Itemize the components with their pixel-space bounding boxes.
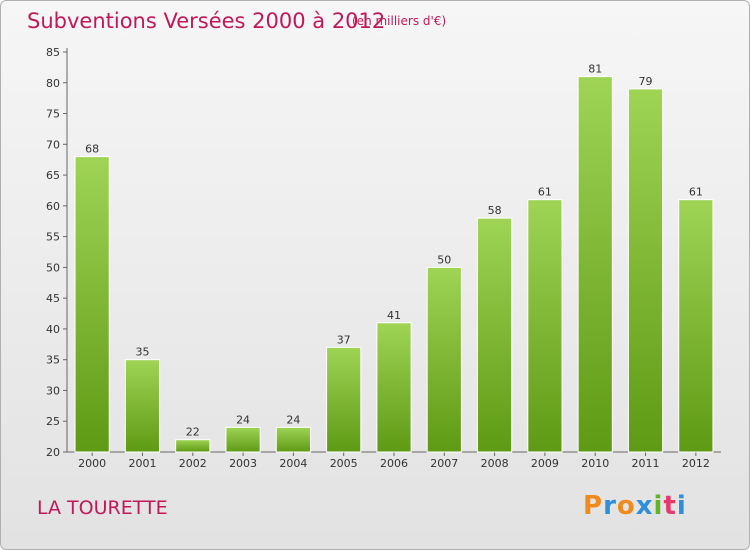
y-tick-label: 50: [46, 261, 60, 274]
logo-letter: i: [653, 491, 664, 521]
x-tick-label: 2002: [179, 457, 207, 470]
x-tick-label: 2000: [78, 457, 106, 470]
y-tick-label: 55: [46, 231, 60, 244]
bar-2010: [577, 76, 613, 453]
y-tick-label: 20: [46, 446, 60, 459]
place-name: LA TOURETTE: [37, 497, 168, 519]
y-tick-label: 85: [46, 46, 60, 59]
value-label-2001: 35: [135, 346, 149, 359]
value-label-2010: 81: [588, 63, 602, 76]
y-tick-label: 65: [46, 169, 60, 182]
logo-letter: P: [583, 491, 604, 521]
logo-letter: x: [635, 491, 654, 521]
y-tick-label: 35: [46, 354, 60, 367]
logo-letter: r: [603, 491, 617, 521]
value-labels: 68 35 22 24 24 37 41 50 58 61 81 79 61: [85, 63, 703, 439]
bar-2003: [225, 426, 261, 453]
bar-2004: [275, 426, 311, 453]
y-tick-label: 40: [46, 323, 60, 336]
bar-2012: [678, 199, 714, 453]
bar-2007: [426, 266, 462, 453]
value-label-2005: 37: [337, 333, 351, 346]
bar-2009: [527, 199, 563, 453]
logo-letter: o: [616, 491, 636, 521]
bar-2001: [124, 359, 161, 453]
bar-2006: [376, 322, 412, 453]
bar-2000: [74, 156, 110, 453]
x-tick-label: 2012: [682, 457, 710, 470]
value-label-2007: 50: [437, 253, 451, 266]
x-tick-label: 2007: [430, 457, 458, 470]
y-tick-label: 75: [46, 108, 60, 121]
logo-letter: t: [663, 491, 677, 521]
value-label-2006: 41: [387, 309, 401, 322]
x-tick-label: 2006: [380, 457, 408, 470]
y-axis: 20 25 30 35 40 45 50 55 60 65 70 75 80 85: [46, 46, 68, 459]
bar-2005: [326, 346, 362, 453]
x-tick-label: 2003: [229, 457, 257, 470]
y-tick-label: 70: [46, 138, 60, 151]
value-label-2008: 58: [488, 204, 502, 217]
proxiti-logo: Proxiti: [583, 491, 687, 521]
x-tick-label: 2001: [128, 457, 156, 470]
bar-2002: [175, 439, 211, 453]
value-label-2012: 61: [689, 186, 703, 199]
x-tick-label: 2004: [279, 457, 307, 470]
chart-subtitle: (en milliers d'€): [352, 14, 447, 28]
x-tick-label: 2010: [581, 457, 609, 470]
value-label-2009: 61: [538, 186, 552, 199]
x-tick-label: 2009: [531, 457, 559, 470]
logo-letter: i: [676, 491, 687, 521]
y-tick-label: 45: [46, 292, 60, 305]
bar-2008: [477, 217, 513, 453]
y-tick-label: 30: [46, 384, 60, 397]
x-tick-label: 2011: [632, 457, 660, 470]
chart-title: Subventions Versées 2000 à 2012: [27, 9, 386, 33]
y-tick-label: 80: [46, 77, 60, 90]
value-label-2003: 24: [236, 413, 250, 426]
y-tick-label: 25: [46, 415, 60, 428]
value-label-2011: 79: [639, 75, 653, 88]
y-tick-label: 60: [46, 200, 60, 213]
value-label-2002: 22: [186, 426, 200, 439]
x-tick-label: 2005: [330, 457, 358, 470]
x-axis: 2000 2001 2002 2003 2004 2005 2006 2007 2008 2009…: [67, 451, 721, 470]
x-tick-label: 2008: [481, 457, 509, 470]
value-label-2004: 24: [286, 413, 300, 426]
bars: [74, 76, 714, 453]
bar-2011: [627, 88, 664, 453]
value-label-2000: 68: [85, 143, 99, 156]
